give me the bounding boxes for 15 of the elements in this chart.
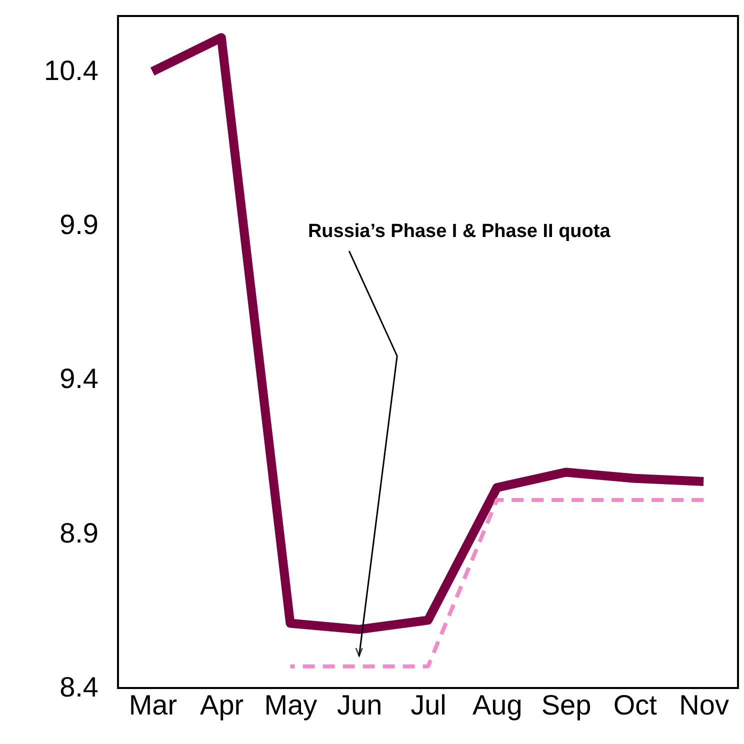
y-tick-label: 9.9: [60, 209, 98, 240]
x-tick-label: Aug: [472, 690, 522, 720]
x-tick-label: Apr: [200, 690, 244, 720]
x-tick-label: Oct: [613, 690, 658, 720]
x-tick-label: Mar: [128, 690, 178, 720]
x-tick-label: May: [264, 690, 318, 720]
x-tick-label: Sep: [541, 690, 592, 720]
y-tick-label: 8.4: [60, 672, 98, 702]
x-tick-label: Jun: [337, 690, 382, 720]
y-tick-label: 8.9: [60, 517, 98, 548]
x-tick-label: Jul: [410, 690, 446, 720]
y-tick-label: 10.4: [44, 54, 98, 86]
annotation: Russia’s Phase I & Phase II quota: [308, 221, 611, 242]
x-tick-label: Nov: [679, 690, 729, 720]
y-tick-label: 9.4: [60, 363, 98, 394]
